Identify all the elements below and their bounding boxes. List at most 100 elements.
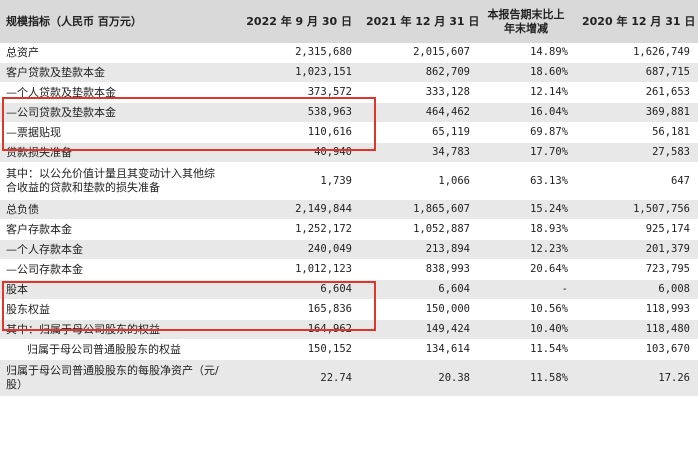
cell-col3: - (478, 279, 576, 300)
table-row: 贷款损失准备 40,940 34,783 17.70% 27,583 (0, 142, 698, 163)
cell-col2: 1,066 (360, 162, 478, 200)
cell-col1: 165,836 (232, 299, 360, 320)
cell-col3: 69.87% (478, 122, 576, 143)
header-indicator: 规模指标（人民币 百万元） (0, 0, 232, 43)
cell-col4: 925,174 (576, 219, 698, 240)
header-col2: 2021 年 12 月 31 日 (360, 0, 478, 43)
cell-col4: 103,670 (576, 339, 698, 360)
row-label: 客户存款本金 (0, 219, 232, 240)
cell-col1: 1,023,151 (232, 62, 360, 83)
row-label: —个人贷款及垫款本金 (0, 82, 232, 103)
cell-col2: 34,783 (360, 142, 478, 163)
cell-col2: 862,709 (360, 62, 478, 83)
table-row: —公司贷款及垫款本金 538,963 464,462 16.04% 369,88… (0, 102, 698, 123)
row-label: 归属于母公司普通股股东的权益 (0, 339, 232, 360)
cell-col4: 56,181 (576, 122, 698, 143)
table-row: —票据贴现 110,616 65,119 69.87% 56,181 (0, 122, 698, 143)
table-row: 归属于母公司普通股股东的每股净资产（元/股） 22.74 20.38 11.58… (0, 359, 698, 396)
cell-col3: 14.89% (530, 46, 568, 58)
cell-col4: 6,008 (576, 279, 698, 300)
cell-col4: 201,379 (576, 239, 698, 260)
cell-col3: 18.93% (478, 219, 576, 240)
table-row: 股本 6,604 6,604 - 6,008 (0, 279, 698, 300)
cell-col3: 63.13% (478, 162, 576, 200)
cell-col2: 464,462 (360, 102, 478, 123)
cell-col3: 11.54% (478, 339, 576, 360)
cell-col1: 40,940 (232, 142, 360, 163)
table-row: 其中：归属于母公司股东的权益 164,962 149,424 10.40% 11… (0, 319, 698, 340)
cell-col2: 838,993 (360, 259, 478, 280)
cell-col3: 18.60% (478, 62, 576, 83)
cell-col1: 164,962 (232, 319, 360, 340)
cell-col4: 647 (576, 162, 698, 200)
row-label: 股东权益 (0, 299, 232, 320)
cell-col1: 110,616 (232, 122, 360, 143)
cell-col2: 213,894 (360, 239, 478, 260)
cell-col2: 1,865,607 (360, 199, 478, 220)
row-label: 贷款损失准备 (0, 142, 232, 163)
table-row: 股东权益 165,836 150,000 10.56% 118,993 (0, 299, 698, 320)
cell-col4: 261,653 (576, 82, 698, 103)
row-label: —个人存款本金 (0, 239, 232, 260)
row-label: 归属于母公司普通股股东的每股净资产（元/股） (0, 359, 232, 396)
cell-col1: 1,012,123 (232, 259, 360, 280)
cell-col2: 1,052,887 (360, 219, 478, 240)
cell-col4: 27,583 (576, 142, 698, 163)
table-row: 归属于母公司普通股股东的权益 150,152 134,614 11.54% 10… (0, 339, 698, 360)
header-row: 规模指标（人民币 百万元） 2022 年 9 月 30 日 2021 年 12 … (0, 0, 698, 43)
cell-col4: 369,881 (576, 102, 698, 123)
cell-col1: 2,149,844 (232, 199, 360, 220)
cell-col2: 150,000 (360, 299, 478, 320)
cell-col2: 2,015,607 (413, 46, 470, 58)
header-col1: 2022 年 9 月 30 日 (232, 0, 360, 43)
row-label: 总负债 (0, 199, 232, 220)
cell-col1: 22.74 (232, 359, 360, 396)
cell-col3: 17.70% (478, 142, 576, 163)
cell-col3: 11.58% (478, 359, 576, 396)
cell-col2: 20.38 (360, 359, 478, 396)
cell-col2: 6,604 (360, 279, 478, 300)
row-label: 其中：以公允价值计量且其变动计入其他综合收益的贷款和垫款的损失准备 (0, 162, 232, 200)
cell-col1: 1,252,172 (232, 219, 360, 240)
cell-col4: 723,795 (576, 259, 698, 280)
cell-col1: 1,739 (232, 162, 360, 200)
cell-col3: 10.40% (478, 319, 576, 340)
row-label: —公司贷款及垫款本金 (0, 102, 232, 123)
cell-col3: 10.56% (478, 299, 576, 320)
cell-col2: 65,119 (360, 122, 478, 143)
financial-table: 规模指标（人民币 百万元） 2022 年 9 月 30 日 2021 年 12 … (0, 0, 698, 396)
row-label: 股本 (0, 279, 232, 300)
row-label: 客户贷款及垫款本金 (0, 62, 232, 83)
cell-col3: 16.04% (478, 102, 576, 123)
table-row: —个人贷款及垫款本金 373,572 333,128 12.14% 261,65… (0, 82, 698, 103)
table-row: —个人存款本金 240,049 213,894 12.23% 201,379 (0, 239, 698, 260)
cell-col1: 538,963 (232, 102, 360, 123)
table-row: 客户贷款及垫款本金 1,023,151 862,709 18.60% 687,7… (0, 62, 698, 83)
cell-col1: 2,315,680 (295, 46, 352, 58)
table-row: 总负债 2,149,844 1,865,607 15.24% 1,507,756 (0, 199, 698, 220)
cell-col3: 12.23% (478, 239, 576, 260)
cell-col2: 149,424 (360, 319, 478, 340)
cell-col4: 17.26 (576, 359, 698, 396)
cell-col1: 150,152 (232, 339, 360, 360)
cell-col4: 1,507,756 (576, 199, 698, 220)
cell-col3: 12.14% (478, 82, 576, 103)
cell-col1: 373,572 (232, 82, 360, 103)
cell-col1: 6,604 (232, 279, 360, 300)
cell-col1: 240,049 (232, 239, 360, 260)
table-row: —公司存款本金 1,012,123 838,993 20.64% 723,795 (0, 259, 698, 280)
cell-col3: 20.64% (478, 259, 576, 280)
header-col4: 2020 年 12 月 31 日 (576, 0, 698, 43)
cell-col4: 1,626,749 (633, 46, 690, 58)
row-label: —票据贴现 (0, 122, 232, 143)
row-label: —公司存款本金 (0, 259, 232, 280)
table-row: 其中：以公允价值计量且其变动计入其他综合收益的贷款和垫款的损失准备 1,739 … (0, 162, 698, 200)
cell-col2: 134,614 (360, 339, 478, 360)
header-col3: 本报告期末比上年末增减 (478, 0, 576, 43)
table-row: 客户存款本金 1,252,172 1,052,887 18.93% 925,17… (0, 219, 698, 240)
row-label: 总资产 (6, 46, 39, 59)
cell-col3: 15.24% (478, 199, 576, 220)
cell-col4: 118,480 (576, 319, 698, 340)
table-row: 总资产 2,315,680 2,015,607 14.89% 1,626,749 (0, 43, 698, 63)
